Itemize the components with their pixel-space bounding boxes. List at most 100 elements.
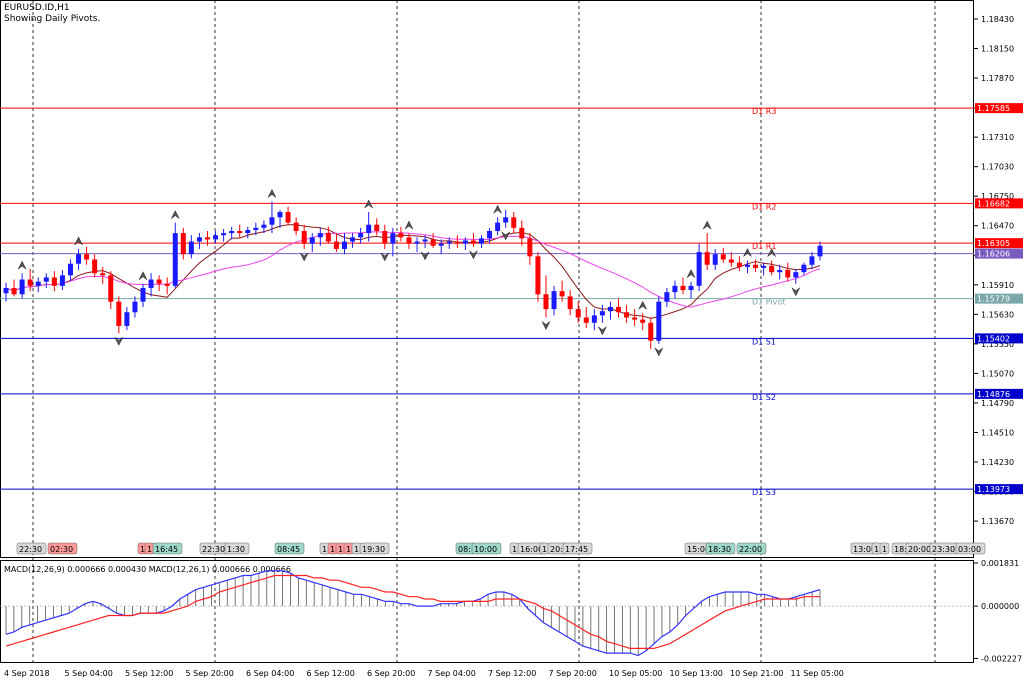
bull-candle (817, 245, 823, 257)
fractal-down-arrow (501, 231, 510, 241)
bear-candle (430, 239, 436, 246)
event-time-tag (879, 542, 890, 555)
bull-candle (245, 229, 251, 234)
event-time-text: 20:00 (908, 545, 931, 554)
x-axis-label: 5 Sep 04:00 (65, 669, 113, 678)
event-time-text: 13:00 (853, 545, 876, 554)
pivot-price-tag (975, 198, 1023, 209)
bull-candle (479, 238, 485, 244)
bear-candle (11, 287, 17, 295)
bear-candle (640, 319, 646, 323)
event-time-text: 16:45 (155, 545, 178, 554)
bear-candle (720, 254, 726, 260)
event-time-text: 08:45 (277, 545, 300, 554)
event-time-tag (152, 542, 183, 555)
pivot-price-tag (975, 293, 1023, 304)
pivot-price-tag (975, 238, 1023, 249)
event-time-text: 1 (147, 545, 152, 554)
event-time-tag (471, 542, 502, 555)
bull-candle (67, 263, 73, 276)
price-tick-label: 1.18150 (981, 45, 1014, 54)
bull-candle (213, 235, 219, 240)
price-tick-label: 1.16470 (981, 222, 1014, 231)
bear-candle (301, 231, 307, 244)
fractal-down-arrow (791, 287, 801, 297)
bear-candle (325, 233, 331, 242)
bear-candle (116, 301, 122, 326)
bull-candle (495, 222, 501, 232)
fractal-up-arrow (171, 210, 180, 219)
macd-tick-label: 0.000000 (981, 602, 1019, 611)
bear-candle (374, 224, 380, 232)
bull-candle (438, 243, 444, 246)
x-axis-label: 7 Sep 04:00 (428, 669, 476, 678)
pivot-label: D1 S2 (752, 393, 776, 402)
bull-candle (712, 254, 718, 265)
bear-candle (84, 254, 90, 260)
bull-candle (366, 224, 372, 234)
event-time-tag (16, 542, 47, 555)
pivot-price-tag (975, 388, 1023, 399)
event-time-text: 10:00 (474, 545, 497, 554)
fractal-down-arrow (380, 252, 390, 262)
bear-candle (648, 322, 654, 341)
fractal-up-arrow (404, 220, 414, 230)
bull-candle (446, 241, 452, 244)
macd-signal-line (5, 574, 820, 649)
pivot-price-text: 1.13973 (977, 485, 1010, 494)
slow-moving-average (5, 231, 821, 308)
event-time-text: 1 (354, 545, 359, 554)
event-time-text: 03:00 (958, 545, 981, 554)
x-axis-label: 11 Sep 05:00 (791, 669, 844, 678)
event-time-tag (562, 542, 593, 555)
bull-candle (688, 285, 694, 291)
bear-candle (164, 283, 170, 286)
pivot-label: D1 R3 (752, 107, 776, 116)
bull-candle (317, 233, 323, 238)
bear-candle (535, 256, 541, 295)
fractal-up-arrow (638, 300, 647, 310)
fractal-up-arrow (743, 247, 752, 257)
x-axis-label: 7 Sep 12:00 (488, 669, 536, 678)
macd-main-line (5, 570, 821, 657)
bull-candle (261, 224, 267, 228)
bull-candle (341, 241, 347, 249)
event-time-tag (274, 542, 305, 555)
pivot-label: D1 R1 (752, 242, 776, 251)
bull-candle (277, 212, 283, 218)
bear-candle (156, 279, 162, 284)
pivot-label: D1 R2 (752, 202, 776, 211)
fractal-up-arrow (267, 188, 277, 198)
bear-candle (180, 233, 186, 255)
macd-tick-label: -0.002227 (981, 654, 1022, 663)
bull-candle (253, 227, 259, 230)
price-tick-label: 1.17870 (981, 74, 1014, 83)
bull-candle (76, 254, 82, 264)
bull-candle (221, 233, 227, 236)
bear-candle (753, 264, 759, 268)
fractal-up-arrow (364, 199, 373, 209)
price-panel-frame (0, 0, 974, 558)
fractal-down-arrow (654, 347, 664, 357)
x-axis-label: 10 Sep 21:00 (730, 669, 783, 678)
bear-candle (108, 275, 114, 302)
bear-candle (624, 312, 630, 318)
fractal-down-arrow (541, 321, 551, 331)
x-axis-label: 6 Sep 20:00 (367, 669, 415, 678)
bear-candle (769, 265, 775, 273)
event-time-text: 1 (512, 545, 517, 554)
bear-candle (333, 241, 339, 249)
current-price-text: 1.16206 (977, 250, 1010, 259)
price-tick-label: 1.17310 (981, 133, 1014, 142)
event-time-text: 18:30 (708, 545, 731, 554)
event-time-text: 22:30 (202, 545, 225, 554)
bull-candle (140, 287, 146, 302)
bull-candle (35, 281, 41, 286)
price-tick-label: 1.14230 (981, 458, 1014, 467)
macd-panel-frame (0, 560, 974, 663)
bear-candle (583, 317, 589, 323)
x-axis-label: 7 Sep 20:00 (549, 669, 597, 678)
event-time-text: 1 (140, 545, 145, 554)
